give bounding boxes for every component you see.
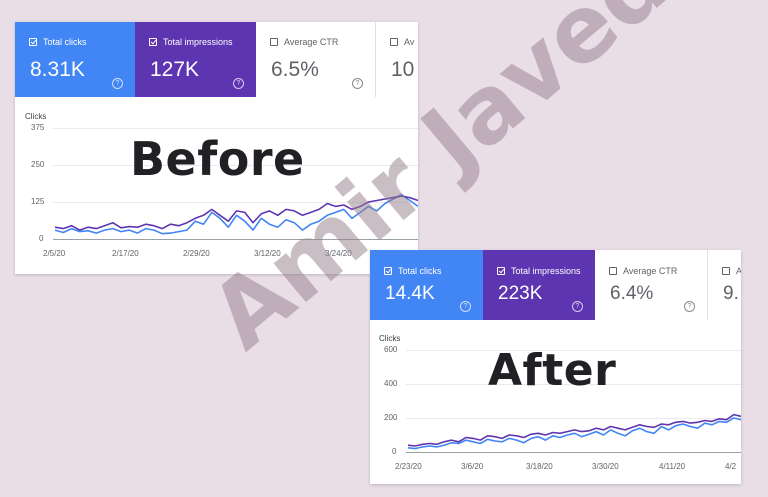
gridline	[53, 202, 418, 203]
series-line-0	[54, 193, 418, 235]
gridline	[406, 418, 741, 419]
x-tick: 3/6/20	[461, 462, 484, 471]
metric-label: Total clicks	[398, 266, 442, 276]
checkbox-icon[interactable]	[722, 267, 730, 275]
average-position-card[interactable]: A 9.	[708, 250, 741, 320]
average-position-card[interactable]: Av 10	[376, 22, 418, 97]
y-tick: 125	[31, 197, 45, 206]
clicks-chart: Clicks 375 250 125 0 2/5/20 2/17/20 2/29…	[15, 97, 418, 274]
x-tick: 3/12/20	[254, 249, 281, 258]
y-tick: 0	[39, 234, 44, 243]
metric-label: Total clicks	[43, 37, 87, 47]
series-line-1	[54, 195, 418, 231]
metric-value: 6.5%	[271, 58, 319, 81]
x-tick: 4/11/20	[659, 462, 686, 471]
after-heading: After	[488, 345, 617, 396]
metric-value: 223K	[498, 283, 543, 304]
total-clicks-card[interactable]: Total clicks 14.4K ?	[370, 250, 483, 320]
x-tick: 2/17/20	[112, 249, 139, 258]
clicks-chart: Clicks 600 400 200 0 2/23/20 3/6/20 3/18…	[370, 320, 741, 484]
y-tick: 250	[31, 160, 45, 169]
metric-label: Av	[404, 37, 415, 47]
metric-cards: Total clicks 8.31K ? Total impressions 1…	[15, 22, 418, 97]
checkbox-icon[interactable]	[270, 38, 278, 46]
metric-value: 6.4%	[610, 283, 654, 304]
clicks-lines	[54, 193, 418, 235]
checkbox-icon[interactable]	[384, 267, 392, 275]
y-tick: 200	[384, 413, 398, 422]
series-line-1	[407, 413, 741, 447]
metric-value: 10	[391, 58, 415, 81]
average-ctr-card[interactable]: Average CTR 6.5% ?	[256, 22, 376, 97]
before-report-panel: Total clicks 8.31K ? Total impressions 1…	[15, 22, 418, 274]
clicks-lines	[407, 413, 741, 450]
metric-label: Average CTR	[623, 266, 678, 276]
checkbox-icon[interactable]	[149, 38, 157, 46]
metric-value: 9.	[723, 283, 739, 304]
help-icon[interactable]: ?	[112, 78, 123, 89]
gridline	[53, 165, 418, 166]
x-tick: 3/24/20	[325, 249, 352, 258]
metric-value: 127K	[150, 58, 200, 81]
metric-cards: Total clicks 14.4K ? Total impressions 2…	[370, 250, 741, 320]
help-icon[interactable]: ?	[684, 301, 695, 312]
metric-label: Total impressions	[511, 266, 581, 276]
gridline	[53, 128, 418, 129]
metric-value: 14.4K	[385, 283, 435, 304]
x-tick: 2/5/20	[43, 249, 66, 258]
help-icon[interactable]: ?	[233, 78, 244, 89]
x-tick: 2/29/20	[183, 249, 210, 258]
gridline	[406, 350, 741, 351]
x-tick: 4/2	[725, 462, 737, 471]
metric-label: Average CTR	[284, 37, 339, 47]
metric-value: 8.31K	[30, 58, 85, 81]
x-tick: 3/30/20	[592, 462, 619, 471]
y-tick: 0	[392, 447, 397, 456]
y-axis-title: Clicks	[25, 112, 47, 121]
help-icon[interactable]: ?	[352, 78, 363, 89]
checkbox-icon[interactable]	[390, 38, 398, 46]
total-impressions-card[interactable]: Total impressions 127K ?	[135, 22, 256, 97]
series-line-0	[407, 417, 741, 450]
y-axis-title: Clicks	[379, 334, 401, 343]
total-impressions-card[interactable]: Total impressions 223K ?	[483, 250, 595, 320]
total-clicks-card[interactable]: Total clicks 8.31K ?	[15, 22, 135, 97]
help-icon[interactable]: ?	[460, 301, 471, 312]
metric-label: A	[736, 266, 741, 276]
x-axis-baseline	[53, 239, 418, 240]
x-axis-baseline	[406, 452, 741, 453]
y-tick: 375	[31, 123, 45, 132]
y-tick: 600	[384, 345, 398, 354]
y-tick: 400	[384, 379, 398, 388]
gridline	[406, 384, 741, 385]
checkbox-icon[interactable]	[609, 267, 617, 275]
metric-label: Total impressions	[163, 37, 233, 47]
checkbox-icon[interactable]	[497, 267, 505, 275]
average-ctr-card[interactable]: Average CTR 6.4% ?	[595, 250, 708, 320]
before-heading: Before	[130, 132, 305, 186]
help-icon[interactable]: ?	[572, 301, 583, 312]
x-tick: 3/18/20	[526, 462, 553, 471]
after-report-panel: Total clicks 14.4K ? Total impressions 2…	[370, 250, 741, 484]
x-tick: 2/23/20	[395, 462, 422, 471]
checkbox-icon[interactable]	[29, 38, 37, 46]
